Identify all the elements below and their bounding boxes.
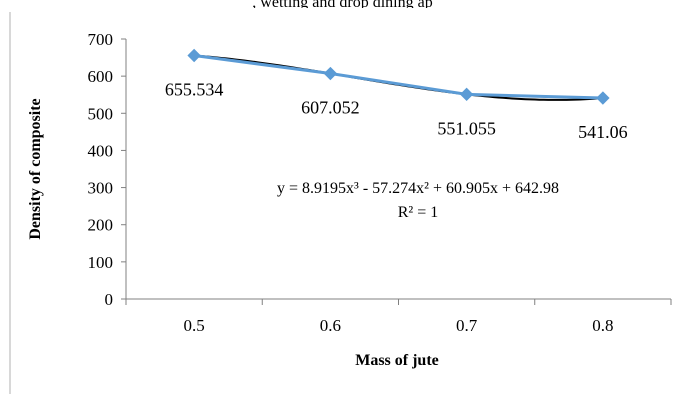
x-tick-label: 0.8 [592, 316, 613, 335]
data-label: 551.055 [437, 118, 496, 138]
y-tick-label: 300 [88, 179, 114, 198]
x-tick-label: 0.6 [320, 316, 341, 335]
y-tick-label: 0 [105, 290, 114, 309]
y-tick-label: 500 [88, 104, 114, 123]
y-tick-label: 400 [88, 141, 114, 160]
data-point-marker [459, 87, 474, 102]
trendline-equation: y = 8.9195x³ - 57.274x² + 60.905x + 642.… [277, 180, 559, 197]
y-tick-label: 700 [88, 30, 114, 49]
x-axis-title: Mass of jute [355, 352, 439, 369]
r-squared-label: R² = 1 [398, 204, 439, 221]
partial-caption-text: , wetting and drop dining ap [0, 0, 685, 8]
data-point-marker [596, 91, 610, 105]
data-label: 655.534 [165, 80, 224, 100]
data-label: 541.06 [578, 122, 628, 142]
y-tick-label: 100 [88, 253, 114, 272]
x-tick-label: 0.7 [456, 316, 478, 335]
data-point-marker [323, 66, 338, 81]
y-tick-label: 200 [88, 216, 114, 235]
x-tick-label: 0.5 [184, 316, 205, 335]
data-label: 607.052 [301, 98, 360, 118]
y-axis-title: Density of composite [27, 98, 44, 239]
y-tick-label: 600 [88, 67, 114, 86]
data-point-marker [187, 48, 201, 63]
series-line [193, 54, 603, 100]
